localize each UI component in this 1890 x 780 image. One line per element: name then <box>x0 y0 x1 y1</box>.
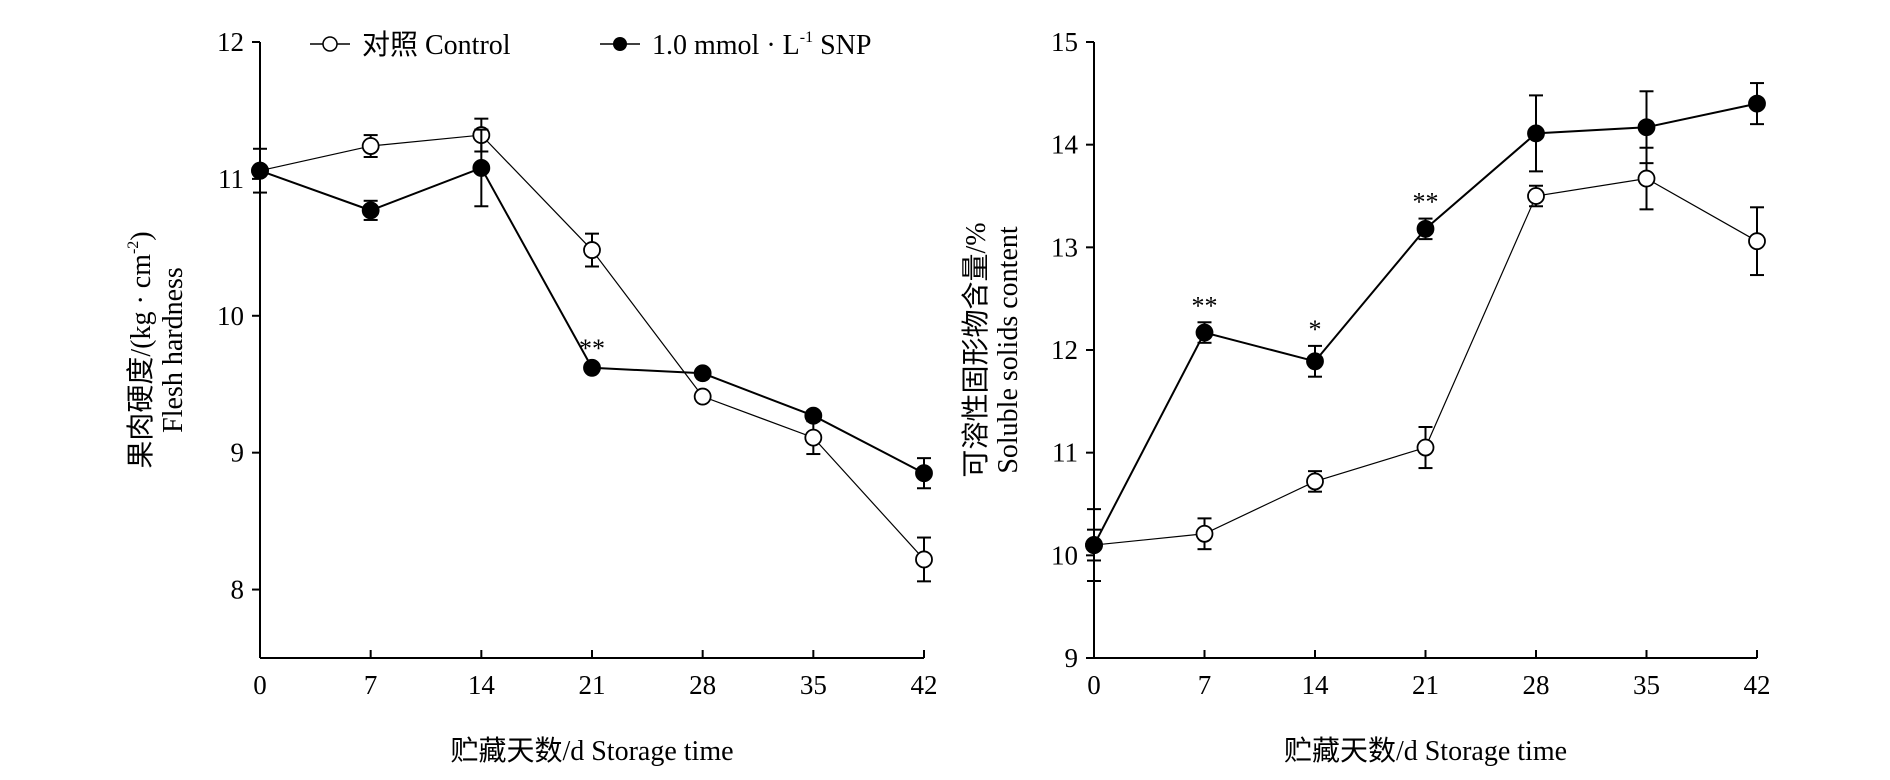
y-label-sup: -2 <box>125 241 142 254</box>
snp-point <box>804 406 823 425</box>
snp-point <box>251 161 269 180</box>
control-point <box>1637 169 1656 188</box>
x-tick-label: 0 <box>1087 670 1101 700</box>
y-tick-label: 8 <box>231 575 245 605</box>
control-point <box>1195 524 1214 543</box>
y-tick-label: 12 <box>1051 335 1078 365</box>
control-point <box>361 137 380 155</box>
significance-marker: * <box>1309 315 1322 344</box>
significance-marker: ** <box>1413 188 1439 217</box>
snp-point <box>1306 352 1324 371</box>
y-axis-label-en: Soluble solids content <box>993 226 1024 474</box>
soluble-solids-chart: 9 10 11 12 13 14 15 0 7 14 21 28 35 42 贮藏天数/d Storage … <box>960 27 1771 767</box>
y-axis-label-en: Flesh hardness <box>158 267 189 433</box>
x-tick-label: 42 <box>1744 670 1771 700</box>
control-point <box>1527 187 1545 205</box>
x-tick-label: 7 <box>1198 670 1212 700</box>
y-tick-label: 13 <box>1051 232 1078 262</box>
legend-snp-label: 1.0 mmol · L-1 SNP <box>652 29 871 61</box>
y-axis-label-cn: 可溶性固形物含量/% <box>960 222 992 477</box>
snp-point <box>1416 219 1435 238</box>
control-point <box>1306 472 1324 491</box>
significance-marker: ** <box>579 334 605 363</box>
legend: 对照 Control 1.0 mmol · L-1 SNP <box>310 29 871 61</box>
snp-point <box>1085 536 1103 554</box>
x-tick-label: 35 <box>1633 670 1660 700</box>
legend-control-marker <box>322 36 338 52</box>
snp-line <box>1093 102 1758 546</box>
snp-point <box>361 201 380 220</box>
x-tick-label: 0 <box>253 670 267 700</box>
y-tick-label: 10 <box>1051 540 1078 570</box>
x-tick-label: 21 <box>1412 670 1439 700</box>
significance-marker: ** <box>1192 291 1218 320</box>
snp-point <box>1637 118 1656 137</box>
snp-line <box>259 166 925 475</box>
y-tick-label: 15 <box>1051 27 1078 57</box>
control-point <box>1416 438 1435 457</box>
x-tick-label: 21 <box>579 670 606 700</box>
legend-control-label: 对照 Control <box>362 29 511 61</box>
x-tick-label: 14 <box>1302 670 1330 700</box>
legend-snp-marker <box>613 37 627 51</box>
snp-point <box>472 159 491 177</box>
snp-point <box>1195 323 1214 342</box>
x-tick-label: 35 <box>800 670 827 700</box>
y-axis-label-cn: 果肉硬度/(kg · cm-2) <box>125 231 157 468</box>
control-point <box>804 428 823 447</box>
snp-point <box>1527 124 1545 143</box>
y-tick-label: 10 <box>217 301 244 331</box>
x-tick-label: 28 <box>1523 670 1550 700</box>
snp-point <box>915 464 933 483</box>
x-axis-label: 贮藏天数/d Storage time <box>450 735 733 767</box>
y-tick-label: 14 <box>1051 130 1079 160</box>
x-axis-label: 贮藏天数/d Storage time <box>1284 735 1567 767</box>
control-point <box>915 550 933 569</box>
control-point <box>1748 232 1766 251</box>
snp-point <box>583 358 601 377</box>
x-tick-label: 14 <box>468 670 496 700</box>
y-label-end: ) <box>126 231 157 240</box>
snp-point <box>1748 94 1766 113</box>
snp-point <box>693 364 712 383</box>
flesh-hardness-chart: 8 9 10 11 12 0 7 14 21 28 35 42 贮藏天数/d Storage time 果… <box>125 27 938 767</box>
y-tick-label: 11 <box>1052 438 1078 468</box>
y-tick-label: 11 <box>218 164 244 194</box>
x-tick-label: 42 <box>911 670 938 700</box>
control-point <box>583 241 601 259</box>
x-tick-label: 28 <box>689 670 716 700</box>
y-tick-label: 9 <box>231 438 245 468</box>
y-tick-label: 9 <box>1065 643 1079 673</box>
y-label-cn-text: 可溶性固形物含量/% <box>960 222 992 477</box>
control-point <box>693 387 712 406</box>
y-label-cn-text: 果肉硬度/(kg · cm <box>125 254 157 469</box>
x-tick-label: 7 <box>364 670 378 700</box>
y-tick-label: 12 <box>217 27 244 57</box>
